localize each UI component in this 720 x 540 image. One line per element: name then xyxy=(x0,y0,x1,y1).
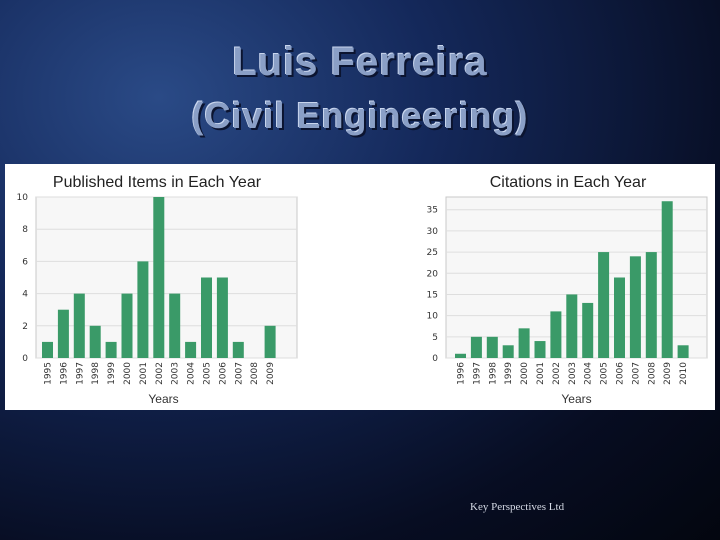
published-y-tick-label: 6 xyxy=(22,257,28,267)
published-bar xyxy=(57,309,69,358)
citations-x-tick-label: 2005 xyxy=(600,362,610,385)
citations-x-tick-label: 2004 xyxy=(584,362,594,385)
published-bar xyxy=(201,277,212,358)
citations-y-tick-label: 10 xyxy=(427,312,439,322)
published-x-tick-label: 2002 xyxy=(155,362,165,385)
published-chart-group: Published Items in Each Year 0 2 4 6 8 10 1995 1… xyxy=(17,174,298,406)
citations-y-tick-label: 30 xyxy=(427,227,439,237)
citations-x-tick-label: 1999 xyxy=(504,362,514,385)
published-bar xyxy=(121,293,133,358)
citations-bar xyxy=(645,252,657,358)
published-bar xyxy=(216,277,228,358)
published-x-tick-label: 2003 xyxy=(171,362,181,385)
published-x-tick-label: 2007 xyxy=(234,362,244,385)
citations-bar xyxy=(518,328,530,358)
published-bar xyxy=(73,293,85,358)
citations-x-tick-label: 2002 xyxy=(552,362,562,385)
citations-x-tick-label: 1997 xyxy=(472,362,482,385)
citations-chart-title: Citations in Each Year xyxy=(490,174,647,191)
published-y-tick-label: 4 xyxy=(22,290,28,300)
citations-bar xyxy=(598,252,610,358)
citations-bar xyxy=(582,302,594,358)
citations-x-tick-label: 2008 xyxy=(647,362,657,385)
slide-subtitle: (Civil Engineering) xyxy=(191,95,529,136)
published-bar xyxy=(169,293,181,358)
citations-x-tick-label: 2010 xyxy=(679,362,689,385)
citations-bar xyxy=(550,311,562,358)
charts-panel: Published Items in Each Year 0 2 4 6 8 10 1995 1… xyxy=(5,164,715,410)
published-bar xyxy=(185,341,197,358)
published-bar xyxy=(264,325,276,358)
published-bar xyxy=(42,341,53,358)
citations-bar xyxy=(455,353,466,358)
published-chart-title: Published Items in Each Year xyxy=(53,174,262,191)
citations-bar xyxy=(661,201,673,358)
citations-x-tick-label: 2006 xyxy=(616,362,626,385)
published-y-tick-label: 2 xyxy=(22,322,28,332)
citations-x-tick-label: 1998 xyxy=(488,362,498,385)
published-x-axis-label: Years xyxy=(148,392,178,406)
published-x-tick-label: 2005 xyxy=(203,362,213,385)
citations-x-axis-label: Years xyxy=(561,392,591,406)
citations-y-tick-label: 25 xyxy=(427,248,438,258)
citations-bar xyxy=(486,336,498,358)
published-x-tick-label: 2008 xyxy=(250,362,260,385)
published-x-tick-label: 2001 xyxy=(139,362,149,385)
citations-x-tick-label: 2007 xyxy=(631,362,641,385)
published-items-chart: Published Items in Each Year 0 2 4 6 8 10 1995 1… xyxy=(17,174,708,406)
citations-x-tick-label: 2000 xyxy=(520,362,530,385)
published-y-tick-label: 0 xyxy=(22,354,28,364)
published-x-tick-label: 1996 xyxy=(59,362,69,385)
published-bar xyxy=(89,325,101,358)
citations-bar xyxy=(470,336,482,358)
citations-y-tick-label: 20 xyxy=(427,269,439,279)
citations-y-tick-label: 0 xyxy=(432,354,438,364)
citations-x-tick-label: 2001 xyxy=(536,362,546,385)
citations-y-tick-label: 35 xyxy=(427,206,438,216)
citations-bar xyxy=(566,294,578,358)
citations-bar xyxy=(534,341,546,358)
published-x-tick-label: 2004 xyxy=(187,362,197,385)
citations-bar xyxy=(502,345,514,358)
published-x-tick-label: 1999 xyxy=(107,362,117,385)
footer-credit: Key Perspectives Ltd xyxy=(470,501,565,513)
published-bar xyxy=(153,197,165,358)
citations-y-tick-label: 15 xyxy=(427,290,438,300)
published-x-tick-label: 1998 xyxy=(91,362,101,385)
citations-bar xyxy=(677,345,689,358)
published-x-tick-label: 2009 xyxy=(266,362,276,385)
citations-x-tick-label: 2009 xyxy=(663,362,673,385)
citations-x-tick-label: 1996 xyxy=(457,362,467,385)
published-bar xyxy=(137,261,149,358)
published-x-tick-label: 1997 xyxy=(75,362,85,385)
citations-bar xyxy=(629,256,641,358)
published-bar xyxy=(105,341,117,358)
citations-x-tick-label: 2003 xyxy=(568,362,578,385)
citations-bar xyxy=(614,277,625,358)
published-x-tick-label: 1995 xyxy=(44,362,54,385)
published-bar xyxy=(232,341,244,358)
citations-chart-group: Citations in Each Year 0 5 10 15 20 25 30 35 1996… xyxy=(427,174,708,406)
published-x-tick-label: 2000 xyxy=(123,362,133,385)
citations-y-tick-label: 5 xyxy=(432,333,438,343)
published-x-tick-label: 2006 xyxy=(218,362,228,385)
published-y-tick-label: 8 xyxy=(22,225,28,235)
published-y-tick-label: 10 xyxy=(17,193,29,203)
slide-title: Luis Ferreira xyxy=(232,40,488,84)
